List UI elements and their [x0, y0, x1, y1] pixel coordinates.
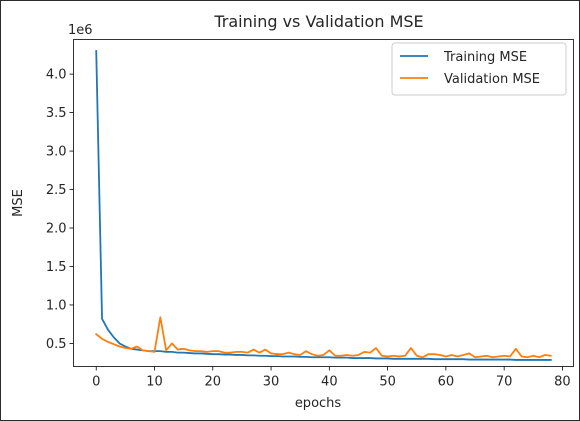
training-mse-line	[95, 50, 552, 361]
y-tick-label: 2.0	[46, 222, 67, 237]
legend-label-training: Training MSE	[443, 50, 527, 65]
x-tick-label: 10	[146, 375, 163, 390]
x-tick-label: 60	[438, 375, 455, 390]
y-tick-label: 3.5	[46, 106, 67, 121]
plot-area	[73, 39, 574, 367]
y-offset-label: 1e6	[68, 23, 93, 38]
axis-ticks: 0 10 20 30 40 50 60 70 80 0.5 1.0 1.5 2.0 2.5 3.0 3.5 4.…	[46, 68, 571, 390]
x-tick-label: 0	[92, 375, 100, 390]
series-layer	[94, 50, 552, 361]
y-tick-label: 3.0	[46, 145, 67, 160]
x-axis-label: epochs	[295, 396, 342, 411]
x-tick-label: 20	[205, 375, 222, 390]
y-tick-label: 4.0	[46, 68, 67, 83]
y-tick-label: 1.5	[46, 260, 67, 275]
validation-mse-line	[94, 316, 552, 359]
x-tick-label: 70	[496, 375, 513, 390]
x-tick-label: 40	[321, 375, 338, 390]
legend-label-validation: Validation MSE	[444, 72, 540, 87]
y-axis-label: MSE	[11, 189, 26, 217]
legend: Training MSE Validation MSE	[391, 42, 567, 96]
y-tick-label: 2.5	[46, 183, 67, 198]
x-tick-label: 80	[554, 375, 571, 390]
y-tick-label: 0.5	[46, 337, 67, 352]
y-tick-label: 1.0	[46, 298, 67, 313]
chart-title: Training vs Validation MSE	[213, 12, 423, 31]
legend-box	[391, 42, 567, 96]
x-tick-label: 50	[379, 375, 396, 390]
x-tick-label: 30	[263, 375, 280, 390]
